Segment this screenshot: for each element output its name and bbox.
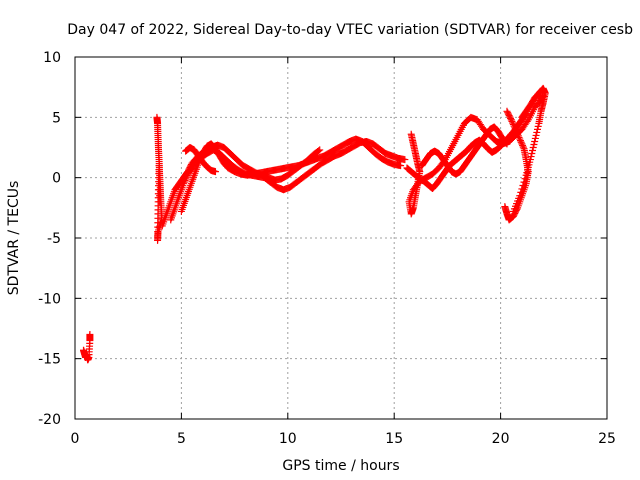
data-point: [513, 129, 521, 137]
data-point: [517, 188, 525, 196]
data-point: [509, 119, 517, 127]
series-arc-short-dip: [182, 144, 219, 176]
data-point: [516, 192, 524, 200]
data-point: [501, 203, 509, 211]
data-point: [155, 174, 163, 182]
data-point: [156, 198, 164, 206]
data-point: [529, 144, 537, 151]
data-point: [507, 114, 515, 122]
data-point: [507, 116, 515, 124]
y-axis-label: SDTVAR / TECUs: [6, 181, 22, 296]
series-arc-late-b: [418, 123, 511, 178]
series-arc-mid-b: [177, 135, 405, 215]
data-point: [518, 185, 526, 193]
y-tick-label: -20: [38, 412, 61, 428]
y-tick-label: 10: [43, 50, 61, 66]
data-point: [182, 173, 190, 181]
data-point: [509, 121, 517, 129]
series-arc-end-rise: [509, 84, 549, 215]
data-point: [180, 180, 188, 188]
y-tick-label: -10: [38, 291, 61, 307]
x-tick-label: 25: [598, 431, 616, 447]
data-point: [181, 176, 189, 184]
data-point: [510, 122, 518, 130]
data-point: [514, 132, 522, 140]
data-point: [516, 137, 524, 145]
x-tick-label: 15: [385, 431, 403, 447]
data-point: [511, 124, 519, 132]
data-point: [519, 182, 527, 190]
data-point: [533, 125, 541, 133]
y-tick-label: -15: [38, 352, 61, 368]
data-point: [518, 113, 526, 121]
data-point: [531, 134, 539, 142]
data-point: [315, 147, 323, 155]
data-point: [512, 127, 520, 135]
data-point: [514, 130, 522, 138]
data-point: [155, 168, 163, 176]
tick-marks: [74, 56, 608, 420]
data-point: [397, 162, 405, 170]
y-tick-labels: -20 -15 -10 -5 0 5 10: [38, 50, 61, 428]
data-point: [532, 131, 540, 139]
data-point: [211, 168, 219, 176]
data-point: [511, 125, 519, 133]
data-point: [523, 117, 531, 125]
y-tick-label: 0: [52, 171, 61, 187]
data-point: [518, 140, 526, 148]
data-point: [529, 147, 537, 155]
data-point: [534, 122, 542, 130]
data-point: [86, 331, 94, 339]
data-point: [528, 150, 536, 158]
data-point: [155, 180, 163, 188]
series-arc-early: [80, 331, 94, 364]
data-point: [516, 135, 524, 143]
x-tick-labels: 0 5 10 15 20 25: [71, 431, 616, 447]
data-points: [80, 84, 549, 364]
data-point: [530, 140, 538, 148]
data-point: [520, 178, 528, 186]
y-tick-label: 5: [52, 110, 61, 126]
data-point: [531, 137, 539, 145]
data-point: [517, 138, 525, 146]
data-point: [533, 128, 541, 136]
x-tick-label: 0: [71, 431, 80, 447]
data-point: [155, 162, 163, 170]
data-point: [526, 156, 534, 164]
data-point: [515, 133, 523, 141]
data-point: [182, 175, 190, 183]
x-tick-label: 5: [177, 431, 186, 447]
x-axis-label: GPS time / hours: [282, 458, 399, 474]
chart-title: Day 047 of 2022, Sidereal Day-to-day VTE…: [67, 22, 633, 38]
data-point: [521, 175, 529, 183]
data-point: [316, 146, 324, 154]
y-tick-label: -5: [47, 231, 61, 247]
grid: [75, 57, 607, 419]
data-point: [156, 192, 164, 200]
x-tick-label: 20: [492, 431, 510, 447]
data-point: [519, 143, 527, 151]
data-point: [155, 186, 163, 194]
data-point: [527, 153, 535, 161]
data-point: [401, 156, 409, 164]
data-point: [519, 112, 527, 120]
data-point: [519, 141, 527, 149]
x-tick-label: 10: [279, 431, 297, 447]
data-point: [180, 178, 188, 186]
data-point: [508, 117, 516, 125]
